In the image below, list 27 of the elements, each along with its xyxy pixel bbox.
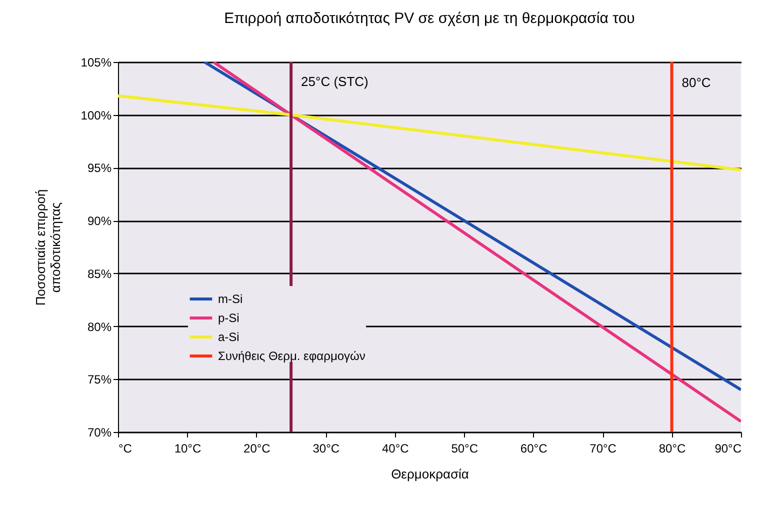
x-tick-label: 90°C [714, 442, 742, 456]
x-tick-label: 40°C [382, 442, 410, 456]
y-tick-label: 80% [87, 320, 112, 334]
y-tick-label: 70% [87, 426, 112, 440]
annotation: 80°C [682, 75, 711, 90]
ref-line-label: 25°C (STC) [301, 74, 368, 89]
x-tick-label: 60°C [520, 442, 548, 456]
x-tick-label: °C [118, 442, 132, 456]
y-tick-label: 85% [87, 266, 112, 281]
y-tick-label: 75% [87, 372, 112, 387]
legend-label: Συνήθεις Θερμ. εφαρμογών [218, 349, 366, 363]
x-axis-title: Θερμοκρασία [391, 466, 470, 482]
y-tick-label: 90% [87, 214, 112, 228]
x-tick-label: 30°C [312, 442, 340, 456]
chart-title: Επιρροή αποδοτικότητας PV σε σχέση με τη θερμοκρασία του [224, 10, 635, 27]
x-tick-label: 20°C [244, 442, 271, 456]
y-tick-label: 105% [80, 56, 112, 70]
x-tick-label: 50°C [451, 442, 478, 456]
x-tick-label: 80°C [658, 442, 686, 456]
x-tick-label: 10°C [174, 442, 202, 456]
legend-label: a-Si [218, 330, 240, 344]
y-axis-title: Ποσοστιαία επιρροή αποδοτικότητας [32, 189, 63, 306]
legend-label: p-Si [218, 311, 240, 325]
legend-label: m-Si [218, 292, 243, 306]
y-tick-label: 95% [87, 161, 112, 176]
x-tick-label: 70°C [590, 442, 617, 456]
y-tick-label: 100% [80, 108, 112, 122]
